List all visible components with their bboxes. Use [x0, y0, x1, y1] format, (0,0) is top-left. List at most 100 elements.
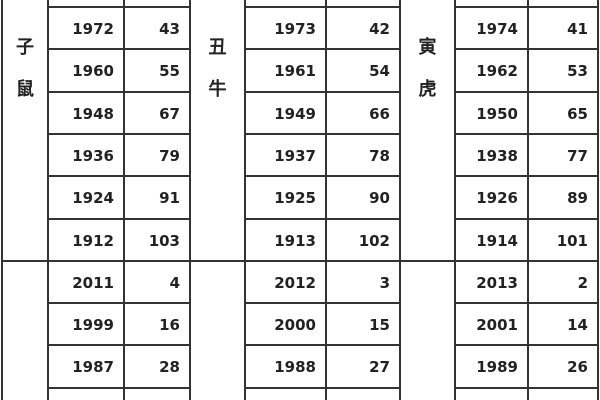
zodiac-char: 鼠 — [16, 79, 34, 100]
age-cell: 14 — [567, 316, 588, 335]
grid-line-horizontal — [245, 217, 400, 220]
zodiac-label: 丑牛 — [203, 33, 233, 117]
zodiac-char: 子 — [16, 37, 34, 58]
birth-year-cell: 1914 — [476, 231, 518, 250]
grid-line-horizontal — [455, 259, 598, 262]
zodiac-char: 丑 — [208, 37, 227, 58]
birth-year-cell: 1949 — [274, 104, 316, 123]
age-cell: 55 — [159, 62, 180, 81]
age-cell: 79 — [159, 146, 180, 165]
zodiac-char: 虎 — [418, 79, 437, 100]
age-cell: 28 — [159, 358, 180, 377]
grid-line-vertical — [454, 0, 456, 400]
grid-line-horizontal — [48, 48, 190, 51]
grid-line-vertical — [47, 0, 49, 400]
birth-year-cell: 1913 — [274, 231, 316, 250]
age-cell: 2 — [577, 273, 588, 292]
birth-year-cell: 1962 — [476, 62, 518, 81]
grid-line-vertical — [399, 0, 401, 400]
grid-line-horizontal — [48, 259, 190, 262]
grid-line-horizontal — [245, 259, 400, 262]
grid-line-horizontal — [48, 132, 190, 135]
grid-line-vertical — [189, 0, 191, 400]
zodiac-label: 寅虎 — [413, 33, 443, 117]
grid-line-horizontal — [48, 386, 190, 389]
grid-line-vertical — [244, 0, 246, 400]
age-cell: 102 — [358, 231, 390, 250]
group-divider — [400, 259, 455, 262]
age-cell: 77 — [567, 146, 588, 165]
birth-year-cell: 2000 — [274, 316, 316, 335]
age-cell: 41 — [567, 20, 588, 38]
zodiac-label: 子鼠 — [10, 33, 40, 117]
grid-line-vertical — [527, 0, 529, 400]
birth-year-cell: 2012 — [274, 273, 316, 292]
birth-year-cell: 1961 — [274, 62, 316, 81]
birth-year-cell: 1973 — [274, 20, 316, 38]
age-cell: 103 — [148, 231, 180, 250]
birth-year-cell: 1987 — [72, 358, 114, 377]
age-cell: 43 — [159, 20, 180, 38]
grid-line-vertical — [325, 0, 327, 400]
birth-year-cell: 1926 — [476, 189, 518, 208]
age-cell: 67 — [159, 104, 180, 123]
birth-year-cell: 1912 — [72, 231, 114, 250]
zodiac-char: 寅 — [418, 37, 437, 58]
birth-year-cell: 1989 — [476, 358, 518, 377]
age-cell: 66 — [369, 104, 390, 123]
grid-line-horizontal — [48, 217, 190, 220]
birth-year-cell: 1960 — [72, 62, 114, 81]
grid-line-horizontal — [48, 90, 190, 93]
age-cell: 65 — [567, 104, 588, 123]
group-divider — [2, 259, 48, 262]
birth-year-cell: 1972 — [72, 20, 114, 38]
grid-line-horizontal — [245, 132, 400, 135]
birth-year-cell: 2011 — [72, 273, 114, 292]
age-cell: 26 — [567, 358, 588, 377]
grid-line-horizontal — [455, 132, 598, 135]
grid-line-horizontal — [245, 48, 400, 51]
grid-line-horizontal — [245, 344, 400, 347]
grid-line-horizontal — [245, 386, 400, 389]
grid-line-horizontal — [48, 6, 190, 8]
age-cell: 3 — [379, 273, 390, 292]
grid-line-vertical — [597, 0, 599, 400]
birth-year-cell: 1937 — [274, 146, 316, 165]
birth-year-cell: 1999 — [72, 316, 114, 335]
grid-line-horizontal — [245, 302, 400, 305]
grid-line-vertical — [123, 0, 125, 400]
birth-year-cell: 2013 — [476, 273, 518, 292]
age-cell: 27 — [369, 358, 390, 377]
age-cell: 42 — [369, 20, 390, 38]
grid-line-horizontal — [245, 6, 400, 8]
grid-line-horizontal — [245, 90, 400, 93]
grid-line-horizontal — [455, 48, 598, 51]
grid-line-vertical — [1, 0, 3, 400]
grid-line-horizontal — [455, 6, 598, 8]
age-cell: 90 — [369, 189, 390, 208]
grid-line-horizontal — [455, 90, 598, 93]
birth-year-cell: 1925 — [274, 189, 316, 208]
grid-line-horizontal — [48, 302, 190, 305]
grid-line-horizontal — [455, 386, 598, 389]
birth-year-cell: 1924 — [72, 189, 114, 208]
birth-year-cell: 1948 — [72, 104, 114, 123]
birth-year-cell: 1950 — [476, 104, 518, 123]
grid-line-horizontal — [48, 175, 190, 178]
birth-year-cell: 1988 — [274, 358, 316, 377]
birth-year-cell: 1936 — [72, 146, 114, 165]
birth-year-cell: 1938 — [476, 146, 518, 165]
grid-line-horizontal — [455, 217, 598, 220]
grid-line-horizontal — [48, 344, 190, 347]
age-cell: 4 — [169, 273, 180, 292]
birth-year-cell: 1974 — [476, 20, 518, 38]
age-cell: 16 — [159, 316, 180, 335]
zodiac-char: 牛 — [208, 79, 227, 100]
grid-line-horizontal — [455, 302, 598, 305]
age-cell: 101 — [556, 231, 588, 250]
age-cell: 54 — [369, 62, 390, 81]
grid-line-horizontal — [245, 175, 400, 178]
age-cell: 89 — [567, 189, 588, 208]
group-divider — [190, 259, 245, 262]
grid-line-horizontal — [455, 344, 598, 347]
